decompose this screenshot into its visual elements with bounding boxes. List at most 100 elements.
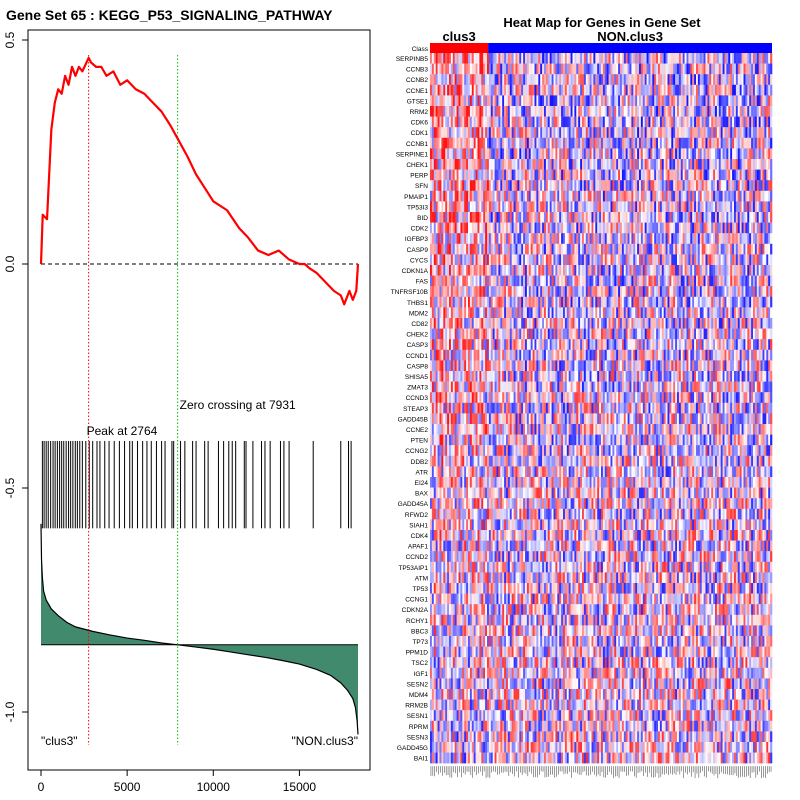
heat-cell bbox=[430, 212, 433, 223]
heat-cell bbox=[471, 53, 474, 64]
heat-cell bbox=[504, 53, 507, 64]
heat-cell bbox=[580, 84, 583, 96]
heat-cell bbox=[523, 159, 526, 170]
heat-cell bbox=[517, 127, 520, 138]
heat-cell bbox=[762, 63, 765, 75]
heat-cell bbox=[646, 95, 649, 107]
heat-cell bbox=[549, 233, 552, 244]
heat-cell bbox=[578, 318, 581, 329]
heat-cell bbox=[716, 63, 720, 75]
heat-cell bbox=[644, 275, 647, 287]
heat-cell bbox=[487, 53, 490, 64]
heat-cell bbox=[640, 275, 644, 287]
heat-cell bbox=[637, 275, 640, 287]
heat-cell bbox=[616, 127, 619, 138]
heat-cell bbox=[589, 106, 592, 117]
heat-cell bbox=[430, 201, 433, 213]
heat-cell bbox=[515, 53, 518, 64]
heat-cell bbox=[762, 106, 765, 117]
heat-cell bbox=[720, 296, 723, 308]
heat-cell bbox=[544, 53, 547, 64]
heat-cell bbox=[574, 296, 577, 308]
heat-cell bbox=[511, 328, 514, 340]
heat-cell bbox=[532, 254, 535, 266]
heat-cell bbox=[490, 106, 493, 117]
heat-cell bbox=[498, 233, 501, 244]
heat-cell bbox=[606, 296, 609, 308]
heat-cell bbox=[671, 201, 674, 213]
heat-cell bbox=[477, 74, 480, 85]
heat-cell bbox=[483, 159, 486, 170]
heat-cell bbox=[711, 296, 714, 308]
heat-cell bbox=[713, 159, 716, 170]
heat-cell bbox=[686, 212, 689, 223]
heat-cell bbox=[684, 307, 687, 319]
heat-cell bbox=[743, 212, 746, 223]
heat-cell bbox=[517, 116, 520, 128]
heat-cell bbox=[766, 265, 769, 276]
heat-cell bbox=[477, 222, 480, 234]
heat-cell bbox=[646, 180, 649, 191]
heat-cell bbox=[739, 106, 742, 117]
heat-cell bbox=[469, 63, 473, 75]
heat-cell bbox=[462, 212, 465, 223]
heat-cell bbox=[574, 74, 577, 85]
heat-cell bbox=[616, 106, 619, 117]
heat-cell bbox=[766, 286, 769, 297]
heat-cell bbox=[496, 159, 499, 170]
heat-cell bbox=[538, 254, 541, 266]
heat-cell bbox=[722, 275, 725, 287]
heat-cell bbox=[654, 328, 657, 340]
heat-cell bbox=[553, 127, 556, 138]
heat-cell bbox=[475, 53, 478, 64]
heat-cell bbox=[498, 286, 501, 297]
heat-cell bbox=[563, 63, 566, 75]
heat-cell bbox=[724, 212, 727, 223]
heat-cell bbox=[574, 63, 577, 75]
heat-cell bbox=[629, 180, 632, 191]
heat-cell bbox=[658, 265, 661, 276]
heat-cell bbox=[433, 127, 436, 138]
heat-cell bbox=[566, 201, 569, 213]
heat-cell bbox=[715, 243, 718, 255]
heat-cell bbox=[485, 148, 488, 160]
heat-cell bbox=[587, 318, 590, 329]
heat-cell bbox=[756, 116, 759, 128]
heat-cell bbox=[528, 127, 531, 138]
heat-cell bbox=[437, 53, 440, 64]
heat-cell bbox=[561, 137, 564, 149]
heat-cell bbox=[528, 63, 531, 75]
heat-cell bbox=[639, 169, 642, 181]
heat-cell bbox=[618, 243, 621, 255]
heat-cell bbox=[604, 222, 607, 234]
heat-cell bbox=[629, 53, 632, 64]
heat-cell bbox=[585, 286, 588, 297]
heat-cell bbox=[591, 243, 594, 255]
heat-cell bbox=[585, 95, 588, 107]
heat-cell bbox=[547, 137, 550, 149]
heat-cell bbox=[469, 74, 473, 85]
heat-cell bbox=[711, 275, 714, 287]
heat-cell bbox=[726, 318, 729, 329]
heat-cell bbox=[481, 254, 484, 266]
heat-cell bbox=[585, 53, 588, 64]
heat-cell bbox=[659, 318, 663, 329]
heat-cell bbox=[563, 95, 566, 107]
heat-cell bbox=[604, 254, 607, 266]
heat-cell bbox=[766, 212, 769, 223]
heat-cell bbox=[597, 95, 600, 107]
heat-cell bbox=[701, 53, 704, 64]
heat-cell bbox=[694, 159, 697, 170]
heat-cell bbox=[595, 286, 598, 297]
heat-cell bbox=[754, 137, 758, 149]
heat-cell bbox=[766, 233, 769, 244]
heat-cell bbox=[734, 116, 737, 128]
heat-cell bbox=[669, 318, 672, 329]
heat-cell bbox=[506, 233, 509, 244]
heat-cell bbox=[610, 159, 613, 170]
heat-cell bbox=[542, 265, 545, 276]
heat-cell bbox=[481, 233, 484, 244]
heat-cell bbox=[623, 148, 626, 160]
heat-cell bbox=[703, 318, 706, 329]
heat-cell bbox=[654, 318, 657, 329]
